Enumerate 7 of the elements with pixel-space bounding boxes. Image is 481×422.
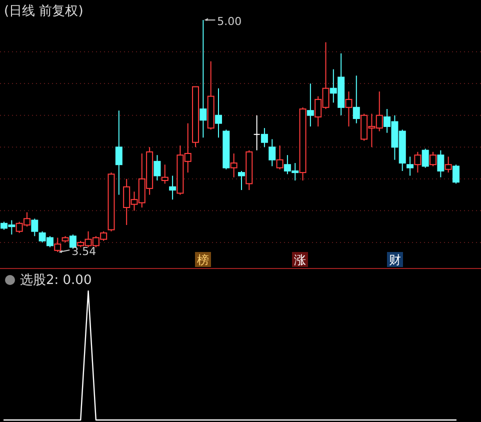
chart-title: 选股2: 0.00 [20, 273, 92, 288]
badge: 财 [387, 252, 403, 267]
badge: 榜 [195, 252, 211, 267]
badge: 涨 [292, 252, 308, 267]
annotation: 3.54 [72, 245, 96, 258]
annotation: 5.00 [217, 15, 242, 28]
chart-title: (日线 前复权) [4, 4, 84, 19]
